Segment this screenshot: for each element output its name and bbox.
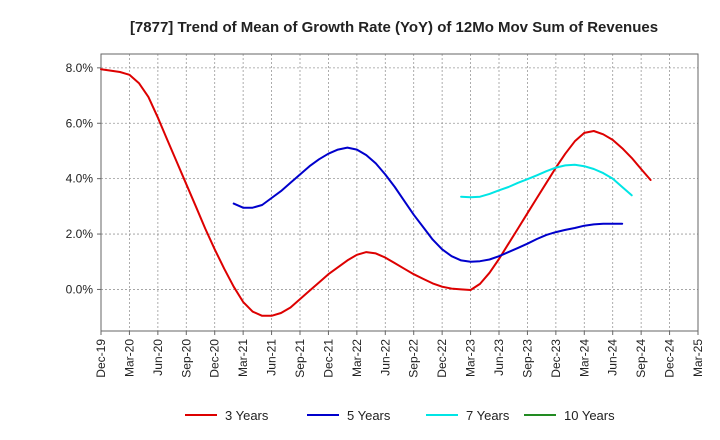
legend: 3 Years 5 Years 7 Years 10 Years	[185, 408, 615, 423]
x-tick-label: Jun-23	[492, 339, 506, 376]
x-tick-label: Dec-19	[94, 339, 108, 378]
x-tick-label: Dec-20	[208, 339, 222, 378]
x-tick-label: Dec-24	[663, 339, 677, 378]
x-tick-label: Mar-25	[691, 339, 705, 377]
legend-label: 7 Years	[466, 408, 510, 423]
legend-label: 3 Years	[225, 408, 269, 423]
x-tick-label: Sep-21	[293, 339, 307, 378]
series-line-7-years	[460, 163, 633, 199]
x-tick-label: Dec-23	[549, 339, 563, 378]
grid	[101, 54, 698, 331]
y-tick-label: 8.0%	[66, 61, 94, 75]
y-tick-label: 0.0%	[66, 282, 94, 296]
x-tick-label: Sep-24	[634, 339, 648, 378]
x-tick-label: Jun-21	[265, 339, 279, 376]
x-tick-label: Dec-22	[435, 339, 449, 378]
x-tick-label: Jun-22	[378, 339, 392, 376]
series-line-5-years	[232, 146, 624, 263]
legend-label: 10 Years	[564, 408, 615, 423]
x-tick-label: Jun-24	[606, 339, 620, 376]
x-tick-label: Mar-20	[122, 339, 136, 377]
series-lines	[100, 68, 652, 317]
chart-title: [7877] Trend of Mean of Growth Rate (YoY…	[130, 19, 658, 36]
x-tick-label: Mar-22	[350, 339, 364, 377]
x-tick-label: Sep-23	[520, 339, 534, 378]
plot-frame	[100, 53, 699, 332]
x-tick-label: Sep-20	[179, 339, 193, 378]
x-tick-label: Mar-21	[236, 339, 250, 377]
x-tick-label: Mar-23	[464, 339, 478, 377]
x-tick-label: Mar-24	[577, 339, 591, 377]
y-tick-label: 2.0%	[66, 227, 94, 241]
y-axis: 0.0% 2.0% 4.0% 6.0% 8.0%	[66, 61, 101, 296]
x-tick-label: Dec-21	[321, 339, 335, 378]
y-tick-label: 6.0%	[66, 116, 94, 130]
x-tick-label: Sep-22	[407, 339, 421, 378]
x-tick-label: Jun-20	[151, 339, 165, 376]
y-tick-label: 4.0%	[66, 172, 94, 186]
legend-label: 5 Years	[347, 408, 391, 423]
series-line-3-years	[100, 68, 652, 317]
x-axis: Dec-19 Mar-20 Jun-20 Sep-20 Dec-20 Mar-21 Jun-…	[94, 331, 705, 378]
